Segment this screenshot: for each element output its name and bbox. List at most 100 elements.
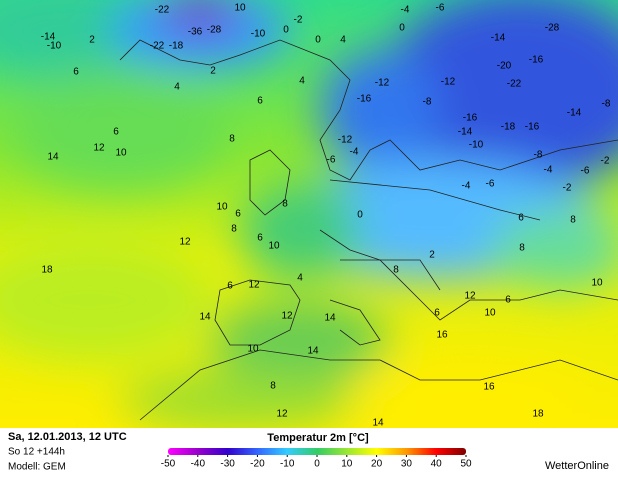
temperature-label: -4 [544, 165, 553, 176]
colorbar-tick-label: 50 [460, 459, 472, 470]
temperature-label: 14 [47, 152, 59, 163]
temperature-label: -4 [350, 147, 359, 158]
temperature-label: 16 [483, 382, 495, 393]
temperature-label: 10 [484, 308, 496, 319]
temperature-label: 8 [231, 224, 237, 235]
colorbar-tick-label: 40 [431, 459, 443, 470]
temperature-label: -16 [357, 94, 372, 105]
temperature-label: -14 [458, 127, 473, 138]
temperature-label: -4 [462, 181, 471, 192]
temperature-label: -6 [436, 3, 445, 14]
colorbar-tick-label: 30 [401, 459, 413, 470]
temperature-label: 4 [299, 76, 305, 87]
temperature-labels: -14-102-22-36 -28-22 -18-10 010-20 40-4 -6-14… [41, 3, 611, 429]
temperature-label: 12 [464, 291, 476, 302]
temperature-label: 8 [270, 381, 276, 392]
temperature-label: -20 [497, 61, 512, 72]
temperature-label: -36 [188, 27, 203, 38]
forecast-label: So 12 +144h [8, 447, 65, 458]
temperature-label: 12 [248, 280, 260, 291]
temperature-label: 0 [315, 35, 321, 46]
colorbar-tick-label: 10 [341, 459, 353, 470]
temperature-label: -6 [327, 155, 336, 166]
temperature-label: 10 [268, 241, 280, 252]
temperature-label: -6 [486, 179, 495, 190]
colorbar-title: Temperatur 2m [°C] [267, 432, 369, 444]
temperature-label: -2 [294, 15, 303, 26]
temperature-label: -22 [507, 79, 522, 90]
temperature-label: 12 [276, 409, 288, 420]
temperature-label: 8 [282, 199, 288, 210]
temperature-label: 6 [227, 281, 233, 292]
temperature-label: -16 [529, 55, 544, 66]
temperature-label: 0 [357, 210, 363, 221]
temperature-label: 8 [519, 243, 525, 254]
temperature-label: 6 [235, 209, 241, 220]
temperature-label: 12 [281, 311, 293, 322]
colorbar-tick-label: -50 [161, 459, 176, 470]
temperature-label: -10 [47, 41, 62, 52]
temperature-label: -10 [251, 29, 266, 40]
temperature-label: 12 [93, 143, 105, 154]
temperature-label: -14 [567, 108, 582, 119]
temperature-label: -14 [491, 33, 506, 44]
temperature-label: -18 [169, 41, 184, 52]
colorbar-gradient [168, 448, 466, 455]
temperature-label: 6 [505, 295, 511, 306]
temperature-label: 0 [283, 25, 289, 36]
temperature-label: -12 [338, 135, 353, 146]
temperature-label: 14 [307, 346, 319, 357]
temperature-label: 18 [532, 409, 544, 420]
temperature-label: 4 [340, 35, 346, 46]
temperature-label: -10 [469, 140, 484, 151]
colorbar-tick-label: 20 [371, 459, 383, 470]
temperature-label: 0 [399, 23, 405, 34]
temperature-label: 2 [89, 35, 95, 46]
temperature-label: -6 [581, 166, 590, 177]
temperature-label: 6 [518, 213, 524, 224]
temperature-label: -8 [602, 99, 611, 110]
temperature-label: 10 [591, 278, 603, 289]
map-area: -14-102-22-36 -28-22 -18-10 010-20 40-4 -6-14… [0, 0, 618, 429]
colorbar-tick-label: 0 [314, 459, 320, 470]
temperature-label: 2 [429, 250, 435, 261]
colorbar-tick-label: -30 [220, 459, 235, 470]
temperature-label: 18 [41, 265, 53, 276]
temperature-label: -18 [501, 122, 516, 133]
colorbar-tick-label: -40 [191, 459, 206, 470]
temperature-label: 6 [434, 308, 440, 319]
temperature-label: -14 [41, 32, 56, 43]
temperature-label: 10 [115, 148, 127, 159]
temperature-label: 10 [247, 344, 259, 355]
temperature-label: -16 [525, 122, 540, 133]
temperature-label: -4 [401, 5, 410, 16]
temperature-label: 10 [216, 202, 228, 213]
temperature-label: 4 [174, 82, 180, 93]
temperature-label: -12 [441, 77, 456, 88]
temperature-label: -22 [155, 5, 170, 16]
temperature-label: 8 [393, 265, 399, 276]
temperature-label: 2 [210, 66, 216, 77]
temperature-label: 4 [297, 273, 303, 284]
temperature-label: 6 [257, 233, 263, 244]
temperature-label: -12 [375, 78, 390, 89]
temperature-label: 16 [436, 330, 448, 341]
temperature-label: 8 [229, 134, 235, 145]
temperature-label: 8 [570, 215, 576, 226]
temperature-label: 6 [257, 96, 263, 107]
temperature-label: -8 [423, 97, 432, 108]
brand-label: WetterOnline [545, 460, 609, 472]
temperature-label: -2 [601, 156, 610, 167]
temperature-label: 14 [372, 418, 384, 429]
date-label: Sa, 12.01.2013, 12 UTC [8, 431, 127, 443]
model-label: Modell: GEM [8, 462, 66, 473]
colorbar-tick-label: -20 [250, 459, 265, 470]
temperature-label: 14 [324, 313, 336, 324]
temperature-label: -8 [534, 150, 543, 161]
temperature-label: 12 [179, 237, 191, 248]
temperature-label: 14 [199, 312, 211, 323]
temperature-label: -28 [545, 23, 560, 34]
temperature-label: 10 [234, 3, 246, 14]
